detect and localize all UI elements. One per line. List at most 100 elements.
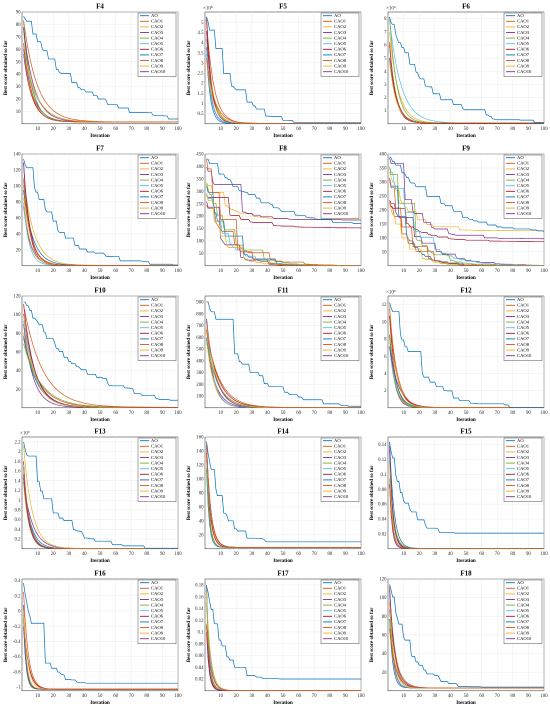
x-tick-label: 50 <box>464 552 469 557</box>
legend-entry: CAO8 <box>151 625 164 630</box>
x-tick-label: 70 <box>129 410 134 415</box>
y-tick-label: 70 <box>16 35 21 40</box>
x-tick-label: 80 <box>144 269 149 274</box>
y-tick-label: 30 <box>16 85 21 90</box>
chart-title: F5 <box>279 3 287 11</box>
x-tick-label: 60 <box>296 552 301 557</box>
x-tick-label: 50 <box>281 552 286 557</box>
series-line-ao <box>389 17 544 123</box>
legend-entry: CAO3 <box>151 172 164 177</box>
x-tick-label: 70 <box>312 410 317 415</box>
legend-entry: CAO3 <box>151 455 164 460</box>
y-axis-label: Best score obtained so far <box>187 40 192 95</box>
x-tick-label: 90 <box>526 269 531 274</box>
y-tick-label: 1.2 <box>15 489 22 494</box>
x-tick-label: 90 <box>526 694 531 699</box>
x-tick-label: 20 <box>417 127 422 132</box>
series-line-ao <box>23 301 178 401</box>
legend-entry: CAO9 <box>517 205 530 210</box>
x-tick-label: 50 <box>464 127 469 132</box>
legend-entry: CAO10 <box>151 353 166 358</box>
y-tick-label: 2 <box>384 389 387 394</box>
legend-entry: CAO5 <box>334 41 347 46</box>
legend-entry: CAO7 <box>334 619 347 624</box>
x-tick-label: 20 <box>234 552 239 557</box>
legend-entry: CAO3 <box>517 30 530 35</box>
y-tick-label: 300 <box>379 180 387 185</box>
x-tick-label: 70 <box>495 694 500 699</box>
x-tick-label: 70 <box>312 694 317 699</box>
x-tick-label: 70 <box>495 127 500 132</box>
series-line-cao1 <box>23 304 178 408</box>
legend-entry: CAO5 <box>151 466 164 471</box>
y-tick-label: 140 <box>196 450 204 455</box>
legend-entry: CAO5 <box>151 608 164 613</box>
x-tick-label: 80 <box>144 410 149 415</box>
y-axis-label: Best score obtained so far <box>370 323 375 378</box>
x-tick-label: 100 <box>174 694 182 699</box>
legend-entry: CAO4 <box>151 603 164 608</box>
legend-entry: CAO8 <box>517 341 530 346</box>
y-tick-label: 0.06 <box>195 654 204 659</box>
legend-entry: CAO3 <box>517 597 530 602</box>
x-axis-label: Iteration <box>273 133 293 139</box>
x-tick-label: 100 <box>540 552 548 557</box>
x-tick-label: 80 <box>327 127 332 132</box>
chart-title: F12 <box>460 286 472 294</box>
y-tick-label: 2.5 <box>198 72 205 77</box>
x-tick-label: 100 <box>357 410 365 415</box>
x-tick-label: 70 <box>129 552 134 557</box>
y-tick-label: 0.1 <box>198 631 205 636</box>
y-tick-label: 150 <box>379 222 387 227</box>
x-tick-label: 60 <box>113 552 118 557</box>
legend-entry: AO <box>517 580 524 585</box>
series-line-cao1 <box>389 179 544 266</box>
x-tick-label: 90 <box>343 127 348 132</box>
series-line-ao <box>206 441 361 543</box>
chart-title: F14 <box>277 428 289 436</box>
legend-entry: CAO6 <box>151 188 164 193</box>
x-tick-label: 60 <box>113 269 118 274</box>
x-tick-label: 90 <box>526 410 531 415</box>
x-tick-label: 50 <box>98 410 103 415</box>
x-axis-label: Iteration <box>90 275 110 281</box>
legend-entry: CAO9 <box>151 489 164 494</box>
legend-entry: CAO4 <box>151 177 164 182</box>
legend-entry: CAO6 <box>334 614 347 619</box>
legend-entry: CAO4 <box>517 319 530 324</box>
y-tick-label: 12 <box>382 303 387 308</box>
chart-panel: F17 10 20 30 40 50 60 70 80 90 100 0.02 0.04 0.06 0.08… <box>187 570 365 706</box>
legend-entry: CAO10 <box>151 69 166 74</box>
legend-entry: CAO10 <box>334 636 349 641</box>
x-tick-label: 30 <box>432 127 437 132</box>
x-tick-label: 70 <box>312 552 317 557</box>
y-tick-label: 0 <box>18 610 21 615</box>
x-tick-label: 70 <box>312 127 317 132</box>
x-tick-label: 70 <box>495 552 500 557</box>
x-tick-label: 40 <box>265 552 270 557</box>
y-tick-label: 60 <box>16 350 21 355</box>
y-tick-label: 0.12 <box>195 619 204 624</box>
y-tick-label: 120 <box>13 168 21 173</box>
legend-entry: CAO4 <box>151 461 164 466</box>
legend-entry: CAO4 <box>334 319 347 324</box>
x-tick-label: 100 <box>174 269 182 274</box>
chart-title: F16 <box>94 570 106 578</box>
x-tick-label: 30 <box>432 410 437 415</box>
legend-entry: CAO7 <box>517 336 530 341</box>
y-tick-label: 40 <box>16 73 21 78</box>
x-tick-label: 80 <box>510 269 515 274</box>
x-axis-label: Iteration <box>456 558 476 564</box>
legend-entry: CAO7 <box>517 478 530 483</box>
legend-entry: CAO1 <box>517 160 530 165</box>
x-tick-label: 30 <box>249 269 254 274</box>
x-tick-label: 20 <box>234 127 239 132</box>
y-tick-label: 1.5 <box>198 92 205 97</box>
x-tick-label: 30 <box>249 694 254 699</box>
legend-entry: CAO10 <box>151 494 166 499</box>
chart-title: F8 <box>279 144 287 152</box>
legend-entry: CAO2 <box>151 591 164 596</box>
x-tick-label: 90 <box>160 269 165 274</box>
axis-exponent: ×10⁴ <box>386 6 396 12</box>
x-tick-label: 80 <box>327 552 332 557</box>
